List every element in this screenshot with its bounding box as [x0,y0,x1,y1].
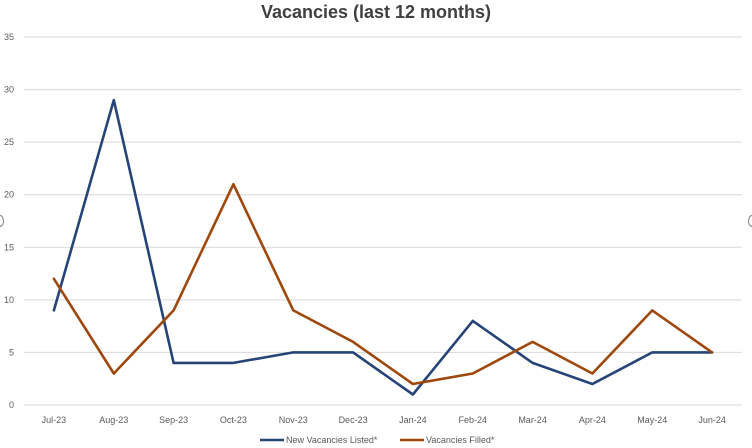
y-tick-label: 5 [9,347,14,357]
legend-label: New Vacancies Listed* [286,435,378,445]
y-tick-label: 30 [4,85,14,95]
x-tick-label: Jan-24 [399,415,427,425]
series-line-2 [52,182,714,386]
x-tick-label: Jun-24 [698,415,726,425]
x-axis-ticks: Jul-23 Aug-23 Sep-23 Oct-23 Nov-23 Dec-23 Jan-… [42,415,726,425]
gridlines [24,36,742,406]
x-tick-label: Oct-23 [220,415,247,425]
y-tick-label: 0 [9,400,14,410]
y-tick-label: 35 [4,32,14,42]
legend: New Vacancies Listed* Vacancies Filled* [260,435,495,445]
y-tick-label: 15 [4,242,14,252]
y-tick-label: 20 [4,190,14,200]
x-tick-label: Feb-24 [458,415,487,425]
x-tick-label: Aug-23 [99,415,128,425]
right-edge-handle-icon [748,215,752,227]
x-tick-label: Mar-24 [518,415,547,425]
x-tick-label: Sep-23 [159,415,188,425]
x-tick-label: Apr-24 [579,415,606,425]
x-tick-label: Jul-23 [42,415,67,425]
x-tick-label: May-24 [637,415,667,425]
series-lines [52,98,714,396]
x-tick-label: Dec-23 [339,415,368,425]
y-tick-label: 10 [4,295,14,305]
chart-title: Vacancies (last 12 months) [261,2,491,22]
legend-label: Vacancies Filled* [426,435,495,445]
y-axis-ticks: 0 5 10 15 20 25 30 35 [4,32,14,410]
x-tick-label: Nov-23 [279,415,308,425]
y-tick-label: 25 [4,137,14,147]
